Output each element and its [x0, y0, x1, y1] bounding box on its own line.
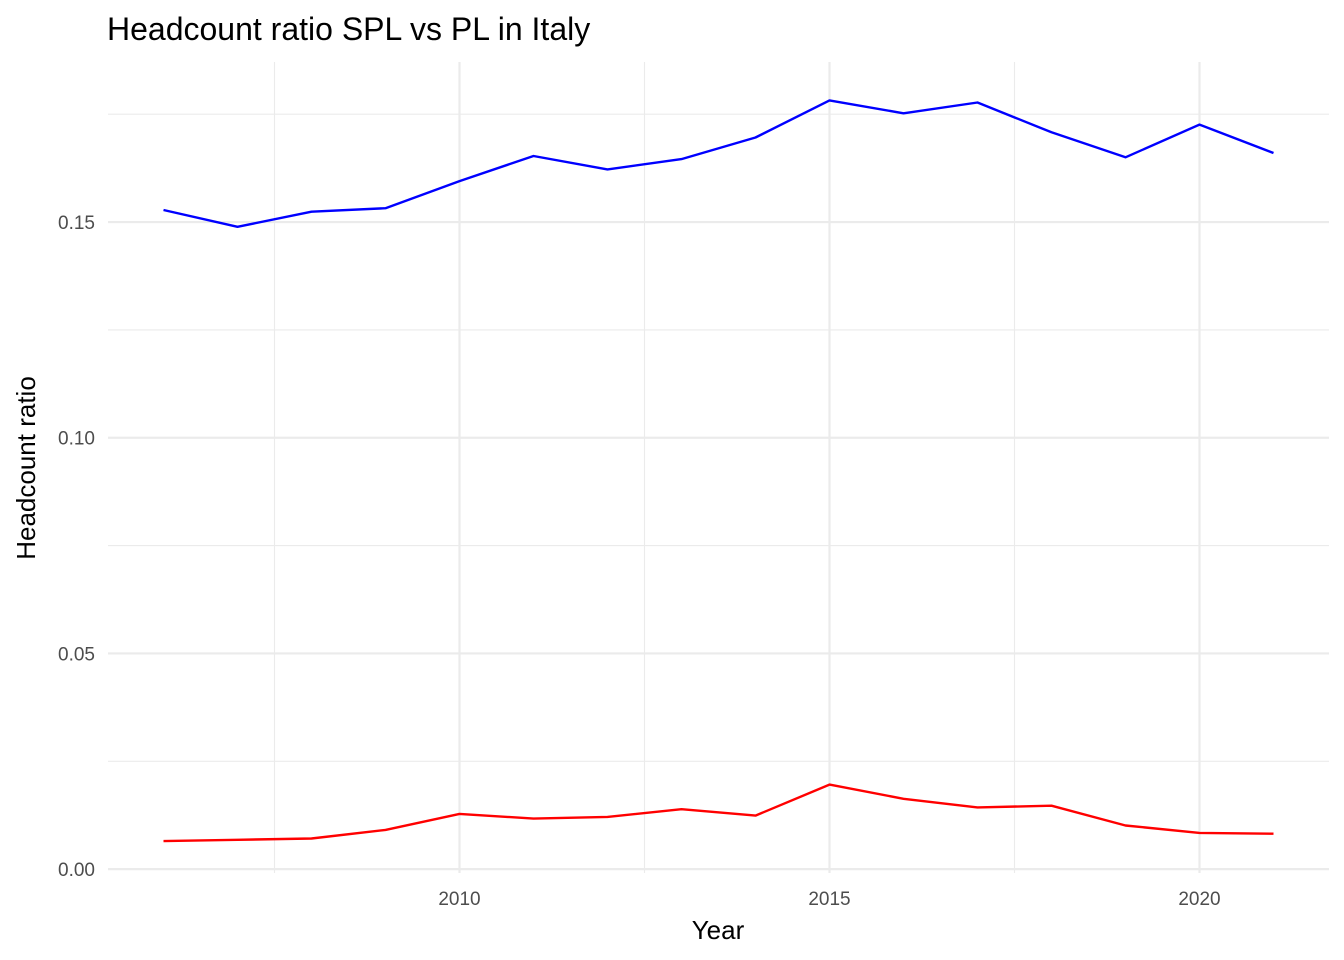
x-tick-label: 2010 — [438, 889, 480, 910]
series-line-2 — [163, 783, 1274, 843]
y-axis-title: Headcount ratio — [11, 376, 41, 560]
x-axis: 2010 2015 2020 — [438, 889, 1220, 910]
series-group — [163, 99, 1274, 843]
y-tick-label: 0.05 — [58, 644, 95, 665]
y-axis: 0.00 0.05 0.10 0.15 — [58, 213, 95, 881]
series-line-1 — [163, 99, 1274, 229]
y-tick-label: 0.10 — [58, 429, 95, 450]
chart-title: Headcount ratio SPL vs PL in Italy — [107, 11, 590, 47]
x-tick-label: 2015 — [808, 889, 850, 910]
y-tick-label: 0.15 — [58, 213, 95, 234]
x-axis-title: Year — [692, 915, 745, 945]
x-tick-label: 2020 — [1178, 889, 1220, 910]
grid — [108, 62, 1329, 873]
y-tick-label: 0.00 — [58, 860, 95, 881]
